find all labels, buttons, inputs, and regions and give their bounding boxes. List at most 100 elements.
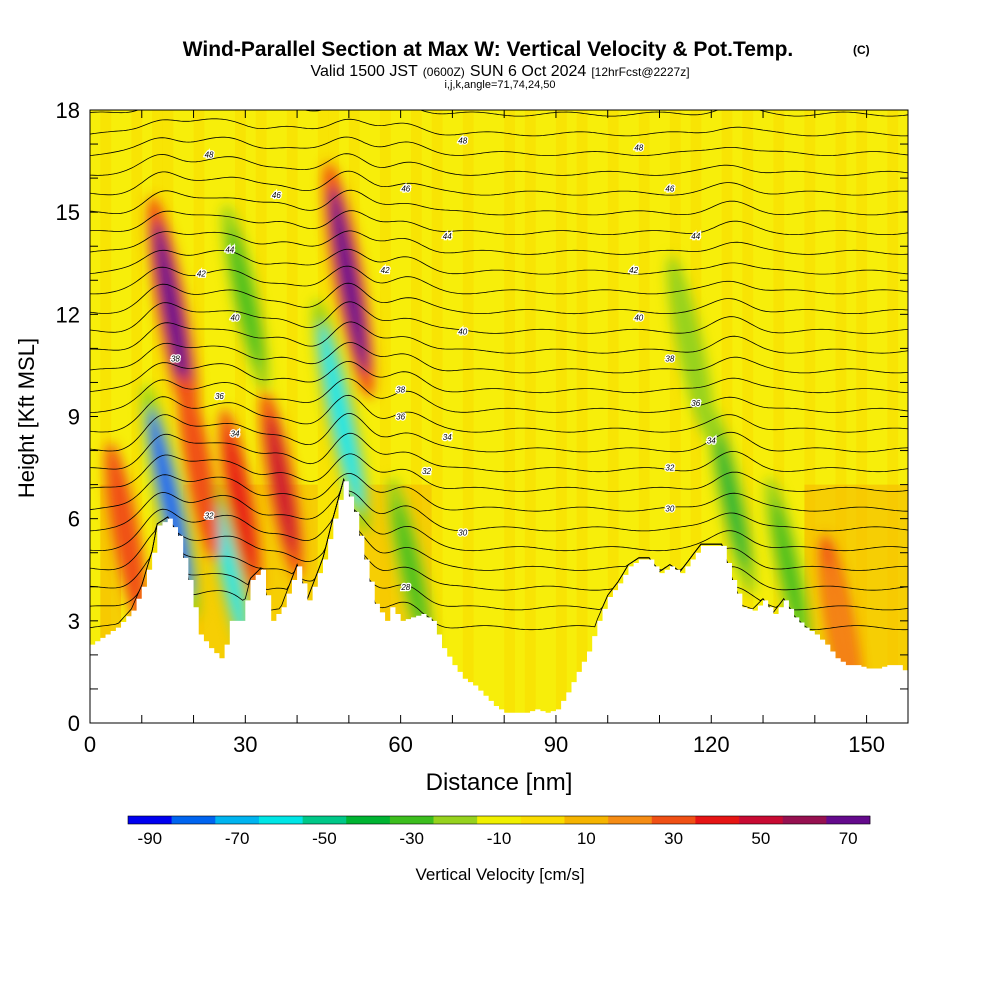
contour-label: 30 xyxy=(458,528,467,537)
contour-label: 40 xyxy=(458,327,467,336)
downdraft-cell xyxy=(394,501,428,639)
isentrope-line xyxy=(90,394,908,433)
contour-label: 32 xyxy=(205,511,214,520)
colorbar-tick-label: 10 xyxy=(577,829,596,848)
contour-label: 46 xyxy=(665,184,674,193)
velocity-band xyxy=(607,110,619,723)
y-tick-label: 15 xyxy=(56,200,80,225)
updraft-cell xyxy=(226,432,255,571)
colorbar-frame xyxy=(127,815,871,825)
contour-label: 38 xyxy=(665,355,674,364)
downdraft-cell xyxy=(229,228,262,366)
downdraft-cell xyxy=(213,501,246,639)
colorbar-label: Vertical Velocity [cm/s] xyxy=(415,865,584,884)
velocity-band xyxy=(162,110,174,723)
colorbar-swatch xyxy=(826,816,871,824)
contour-label: 48 xyxy=(634,143,643,152)
contour-label: 36 xyxy=(215,392,224,401)
x-tick-label: 90 xyxy=(544,732,568,757)
colorbar-swatch xyxy=(782,816,827,824)
colorbar-swatch xyxy=(477,816,522,824)
contour-label: 32 xyxy=(665,464,674,473)
contour-label: 42 xyxy=(629,266,638,275)
contour-label: 46 xyxy=(272,191,281,200)
isentrope-line xyxy=(90,282,908,315)
colorbar-swatch xyxy=(171,816,216,824)
isentrope-line xyxy=(90,453,908,492)
colorbar-tick-label: -30 xyxy=(399,829,424,848)
colorbar-tick-label: 50 xyxy=(751,829,770,848)
y-tick-label: 18 xyxy=(56,98,80,123)
downdraft-cell xyxy=(715,433,749,571)
contour-label: 44 xyxy=(225,246,234,255)
isentrope-line xyxy=(90,478,908,611)
downdraft-cell xyxy=(772,501,806,639)
colorbar-swatch xyxy=(695,816,740,824)
velocity-band xyxy=(379,110,391,723)
y-axis-label: Height [Kft MSL] xyxy=(14,338,39,498)
isentrope-line xyxy=(90,170,908,196)
contour-labels: 48 46 44 42 40 38 36 34 32 28 48 46 44 42 40 38 36 34 32 30… xyxy=(170,135,718,593)
contour-label: 44 xyxy=(443,232,452,241)
isentrope-line xyxy=(90,321,908,354)
velocity-band xyxy=(669,110,681,723)
isentrope-line xyxy=(90,301,908,334)
contour-label: 46 xyxy=(401,184,410,193)
isentrope-line xyxy=(90,478,908,571)
downdraft-cell xyxy=(319,323,363,510)
colorbar-swatch xyxy=(564,816,609,824)
terrain-mask xyxy=(90,481,908,723)
isentrope-line xyxy=(90,210,908,235)
isentrope-line xyxy=(90,378,908,413)
velocity-band xyxy=(721,110,733,723)
velocity-band xyxy=(856,110,868,723)
velocity-band xyxy=(576,110,588,723)
isentrope-line xyxy=(90,248,908,275)
velocity-band xyxy=(638,110,650,723)
isentrope-line xyxy=(90,189,908,216)
x-tick-label: 0 xyxy=(84,732,96,757)
contour-label: 48 xyxy=(205,150,214,159)
isentrope-line xyxy=(90,478,908,552)
isentrope-line xyxy=(90,342,908,374)
velocity-band xyxy=(462,110,474,723)
contour-label: 42 xyxy=(381,266,390,275)
isentrope-line xyxy=(90,153,908,176)
velocity-band xyxy=(410,110,422,723)
isentrope-line xyxy=(90,478,908,591)
contour-label: 48 xyxy=(458,137,467,146)
isentrope-line xyxy=(90,230,908,255)
colorbar-swatch xyxy=(433,816,478,824)
isentropes xyxy=(90,110,908,631)
updraft-cell xyxy=(112,466,141,605)
plot-area: 48 46 44 42 40 38 36 34 32 28 48 46 44 42 40 38 36 34 32 30… xyxy=(90,110,908,723)
x-tick-label: 60 xyxy=(388,732,412,757)
x-tick-label: 150 xyxy=(848,732,885,757)
contour-label: 38 xyxy=(171,355,180,364)
title-units: (C) xyxy=(853,43,870,57)
isentrope-line xyxy=(90,472,908,512)
colorbar-swatch xyxy=(608,816,653,824)
velocity-band xyxy=(131,110,143,723)
velocity-band xyxy=(286,110,298,723)
contour-label: 34 xyxy=(231,430,240,439)
contour-label: 38 xyxy=(396,385,405,394)
velocity-band xyxy=(100,110,112,723)
colorbar-tick-label: -50 xyxy=(312,829,337,848)
chart-title: Wind-Parallel Section at Max W: Vertical… xyxy=(183,38,794,61)
y-tick-label: 9 xyxy=(68,405,80,430)
isentrope-line xyxy=(90,478,908,532)
updraft-cell xyxy=(267,415,296,554)
contour-label: 44 xyxy=(691,232,700,241)
chart-params: i,j,k,angle=71,74,24,50 xyxy=(444,79,555,91)
isentrope-line xyxy=(90,110,908,117)
isentrope-line xyxy=(90,360,908,394)
velocity-band xyxy=(524,110,536,723)
isentrope-line xyxy=(90,265,908,295)
chart-subtitle: Valid 1500 JST (0600Z) SUN 6 Oct 2024 [12hr… xyxy=(310,63,689,80)
x-tick-label: 120 xyxy=(693,732,730,757)
contour-label: 40 xyxy=(231,314,240,323)
contour-label: 32 xyxy=(422,467,431,476)
